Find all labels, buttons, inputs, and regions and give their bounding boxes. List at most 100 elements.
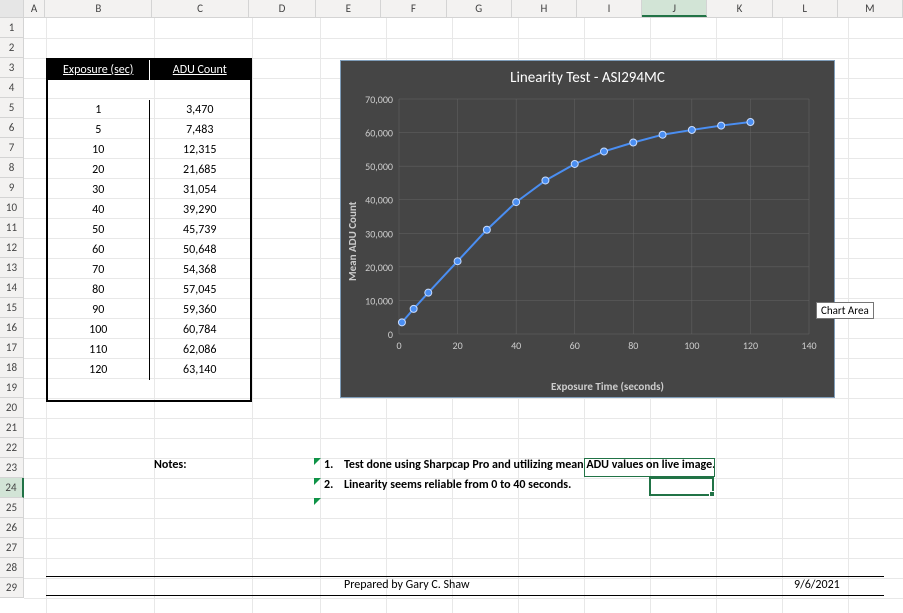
table-cell[interactable]: 10 <box>48 140 150 160</box>
table-row[interactable]: 3031,054 <box>48 180 250 200</box>
table-cell[interactable]: 30 <box>48 180 150 200</box>
note-2: 2. Linearity seems reliable from 0 to 40… <box>324 478 336 492</box>
table-cell[interactable]: 59,360 <box>150 300 251 320</box>
col-header-C[interactable]: C <box>152 0 249 17</box>
table-row[interactable]: 2021,685 <box>48 160 250 180</box>
row-header-22[interactable]: 22 <box>0 438 24 458</box>
table-cell[interactable]: 5 <box>48 120 150 140</box>
svg-text:30,000: 30,000 <box>365 227 393 240</box>
table-row[interactable]: 5045,739 <box>48 220 250 240</box>
table-cell[interactable]: 20 <box>48 160 150 180</box>
row-header-7[interactable]: 7 <box>0 138 24 158</box>
row-header-28[interactable]: 28 <box>0 558 24 578</box>
note-2-num: 2. <box>324 478 336 492</box>
row-header-3[interactable]: 3 <box>0 58 24 78</box>
table-cell[interactable]: 7,483 <box>150 120 251 140</box>
table-row[interactable]: 9059,360 <box>48 300 250 320</box>
svg-text:70,000: 70,000 <box>365 93 393 106</box>
table-cell[interactable]: 1 <box>48 100 150 120</box>
cells-area[interactable]: Exposure (sec) ADU Count 13,47057,483101… <box>24 18 903 613</box>
table-row[interactable]: 6050,648 <box>48 240 250 260</box>
table-cell[interactable]: 63,140 <box>150 360 251 380</box>
row-header-5[interactable]: 5 <box>0 98 24 118</box>
row-header-27[interactable]: 27 <box>0 538 24 558</box>
row-header-26[interactable]: 26 <box>0 518 24 538</box>
col-header-I[interactable]: I <box>577 0 642 17</box>
chart-plot: 010,00020,00030,00040,00050,00060,00070,… <box>399 99 809 359</box>
chart-x-axis-label: Exposure Time (seconds) <box>341 380 834 393</box>
table-cell[interactable]: 3,470 <box>150 100 251 120</box>
row-header-2[interactable]: 2 <box>0 38 24 58</box>
svg-text:60: 60 <box>570 339 580 352</box>
table-row[interactable]: 12063,140 <box>48 360 250 380</box>
col-header-A[interactable]: A <box>24 0 46 17</box>
table-row[interactable]: 7054,368 <box>48 260 250 280</box>
svg-text:0: 0 <box>388 328 393 341</box>
table-cell[interactable]: 80 <box>48 280 150 300</box>
col-header-M[interactable]: M <box>838 0 903 17</box>
col-header-G[interactable]: G <box>447 0 512 17</box>
row-header-6[interactable]: 6 <box>0 118 24 138</box>
row-header-14[interactable]: 14 <box>0 278 24 298</box>
col-header-J[interactable]: J <box>642 0 707 17</box>
table-row[interactable]: 57,483 <box>48 120 250 140</box>
row-header-8[interactable]: 8 <box>0 158 24 178</box>
table-cell[interactable]: 62,086 <box>150 340 251 360</box>
table-cell[interactable]: 90 <box>48 300 150 320</box>
row-header-25[interactable]: 25 <box>0 498 24 518</box>
col-header-F[interactable]: F <box>381 0 446 17</box>
row-header-12[interactable]: 12 <box>0 238 24 258</box>
table-row[interactable]: 11062,086 <box>48 340 250 360</box>
row-header-4[interactable]: 4 <box>0 78 24 98</box>
table-cell[interactable]: 12,315 <box>150 140 251 160</box>
table-cell[interactable]: 120 <box>48 360 150 380</box>
data-table[interactable]: Exposure (sec) ADU Count 13,47057,483101… <box>46 58 252 402</box>
row-header-29[interactable]: 29 <box>0 578 24 598</box>
selection-fill-handle[interactable] <box>709 491 715 497</box>
table-cell[interactable]: 54,368 <box>150 260 251 280</box>
table-cell[interactable]: 100 <box>48 320 150 340</box>
chart-linearity[interactable]: Linearity Test - ASI294MC Mean ADU Count… <box>340 60 835 398</box>
row-header-24[interactable]: 24 <box>0 478 24 498</box>
row-header-21[interactable]: 21 <box>0 418 24 438</box>
table-cell[interactable]: 57,045 <box>150 280 251 300</box>
table-row[interactable]: 8057,045 <box>48 280 250 300</box>
svg-text:40,000: 40,000 <box>365 194 393 207</box>
table-cell[interactable]: 31,054 <box>150 180 251 200</box>
table-cell[interactable]: 110 <box>48 340 150 360</box>
table-row[interactable]: 1012,315 <box>48 140 250 160</box>
table-row[interactable]: 4039,290 <box>48 200 250 220</box>
col-header-D[interactable]: D <box>249 0 316 17</box>
row-header-1[interactable]: 1 <box>0 18 24 38</box>
row-header-17[interactable]: 17 <box>0 338 24 358</box>
select-all-corner[interactable] <box>0 0 24 17</box>
table-cell[interactable]: 39,290 <box>150 200 251 220</box>
table-cell[interactable]: 45,739 <box>150 220 251 240</box>
row-header-10[interactable]: 10 <box>0 198 24 218</box>
table-row[interactable]: 10060,784 <box>48 320 250 340</box>
col-header-L[interactable]: L <box>773 0 838 17</box>
table-cell[interactable]: 70 <box>48 260 150 280</box>
table-cell[interactable]: 40 <box>48 200 150 220</box>
row-header-11[interactable]: 11 <box>0 218 24 238</box>
spreadsheet[interactable]: ABCDEFGHIJKLM 12345678910111213141516171… <box>0 0 903 613</box>
col-header-H[interactable]: H <box>512 0 577 17</box>
row-header-18[interactable]: 18 <box>0 358 24 378</box>
table-cell[interactable]: 50,648 <box>150 240 251 260</box>
row-header-13[interactable]: 13 <box>0 258 24 278</box>
table-header: Exposure (sec) ADU Count <box>48 60 250 80</box>
row-header-16[interactable]: 16 <box>0 318 24 338</box>
row-header-19[interactable]: 19 <box>0 378 24 398</box>
table-row[interactable]: 13,470 <box>48 100 250 120</box>
col-header-K[interactable]: K <box>707 0 772 17</box>
col-header-B[interactable]: B <box>45 0 152 17</box>
row-header-9[interactable]: 9 <box>0 178 24 198</box>
table-cell[interactable]: 50 <box>48 220 150 240</box>
table-cell[interactable]: 60,784 <box>150 320 251 340</box>
table-cell[interactable]: 60 <box>48 240 150 260</box>
table-cell[interactable]: 21,685 <box>150 160 251 180</box>
row-header-15[interactable]: 15 <box>0 298 24 318</box>
row-header-20[interactable]: 20 <box>0 398 24 418</box>
col-header-E[interactable]: E <box>316 0 381 17</box>
row-header-23[interactable]: 23 <box>0 458 24 478</box>
